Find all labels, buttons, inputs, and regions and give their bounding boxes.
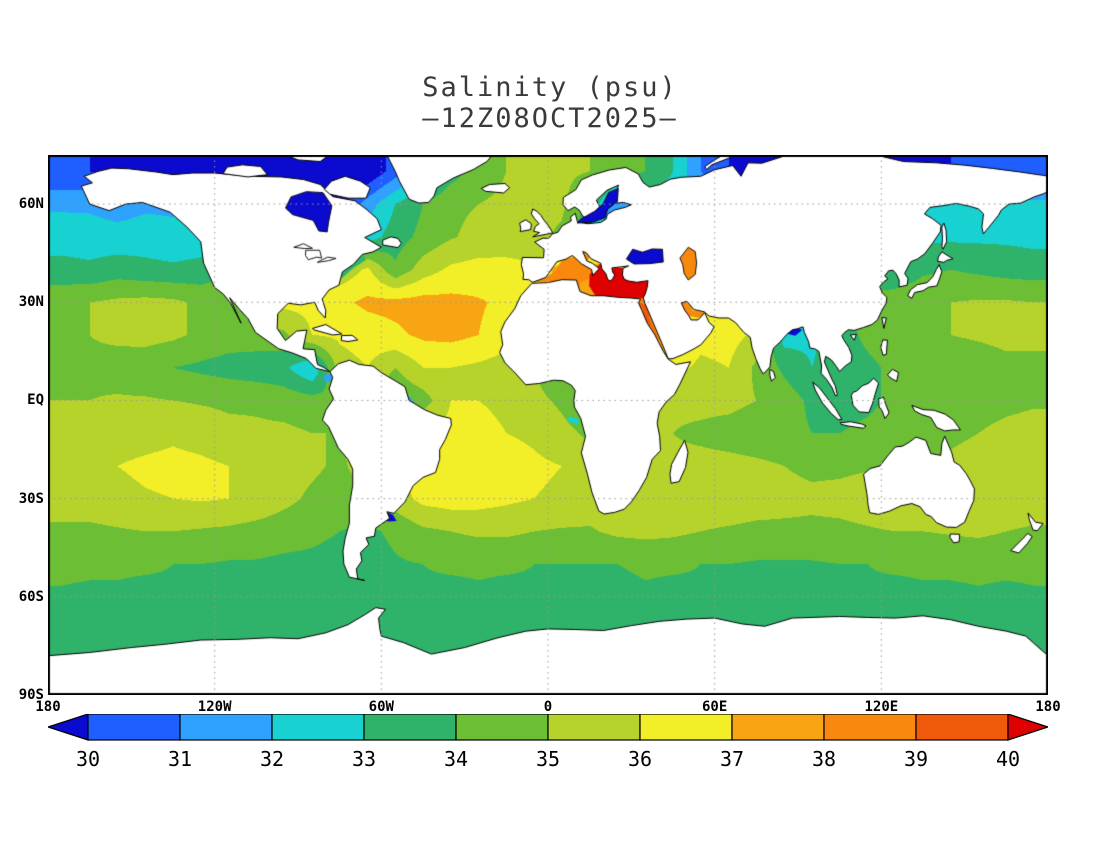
colorbar-tick-label: 35 — [536, 747, 560, 771]
colorbar-segment — [915, 714, 1009, 741]
lon-tick-label: 60E — [702, 699, 728, 715]
colorbar-tick-label: 37 — [720, 747, 744, 771]
lat-tick-label: 30S — [18, 490, 44, 507]
lat-tick-label: EQ — [27, 392, 44, 409]
title-block: Salinity (psu) –12Z08OCT2025– — [0, 72, 1100, 134]
plot-subtitle: –12Z08OCT2025– — [422, 103, 678, 134]
colorbar-segment — [639, 714, 733, 741]
colorbar-tick-label: 36 — [628, 747, 652, 771]
colorbar-tick-label: 40 — [996, 747, 1020, 771]
lat-tick-label: 60S — [18, 588, 44, 605]
lat-tick-label: 90S — [18, 687, 44, 703]
colorbar-segment — [179, 714, 273, 741]
colorbar-segment — [271, 714, 365, 741]
plot-title: Salinity (psu) — [422, 72, 678, 103]
lon-tick-label: 120W — [197, 699, 232, 715]
colorbar-segment — [87, 714, 181, 741]
colorbar-arrow-left — [48, 714, 89, 741]
colorbar-segment — [455, 714, 549, 741]
colorbar-tick-label: 32 — [260, 747, 284, 771]
colorbar-arrow-right — [1007, 714, 1048, 741]
colorbar-tick-label: 31 — [168, 747, 192, 771]
colorbar: 30 31 32 33 34 35 36 37 38 39 40 — [48, 714, 1048, 771]
lat-tick-label: 30N — [18, 294, 44, 311]
lon-tick-label: 180 — [1035, 699, 1061, 715]
colorbar-segment — [547, 714, 641, 741]
lon-tick-label: 180 — [35, 699, 61, 715]
colorbar-tick-label: 38 — [812, 747, 836, 771]
lon-tick-label: 0 — [543, 699, 553, 715]
map-frame: 60N 30N EQ 30S 60S 90S 180 120W 60W 0 60E 120E 180 — [19, 155, 1061, 715]
colorbar-segment — [363, 714, 457, 741]
colorbar-tick-label: 30 — [76, 747, 100, 771]
colorbar-tick-label: 34 — [444, 747, 468, 771]
lon-tick-label: 60W — [368, 699, 394, 715]
lon-tick-label: 120E — [864, 699, 899, 715]
colorbar-segment — [823, 714, 917, 741]
lat-tick-label: 60N — [18, 196, 44, 213]
colorbar-tick-label: 39 — [904, 747, 928, 771]
colorbar-tick-label: 33 — [352, 747, 376, 771]
salinity-map-canvas — [48, 155, 1048, 695]
colorbar-segment — [731, 714, 825, 741]
